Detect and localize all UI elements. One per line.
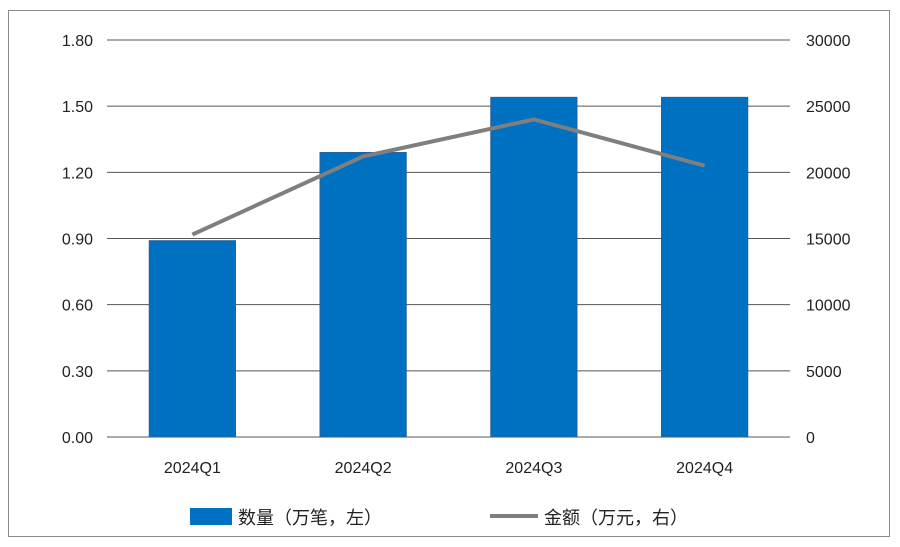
legend: 数量（万笔，左） 金额（万元，右） [190, 508, 688, 529]
x-tick-label: 2024Q4 [676, 460, 733, 477]
line-path [191, 117, 706, 237]
x-tick-label: 2024Q2 [335, 460, 392, 477]
left-tick-label: 0.90 [62, 232, 93, 249]
bar [661, 96, 749, 438]
bar [148, 240, 236, 438]
left-tick-label: 0.00 [62, 430, 93, 447]
bar [319, 151, 407, 438]
right-tick-label: 5000 [806, 364, 842, 381]
legend-bar-swatch [190, 508, 232, 525]
right-tick-label: 0 [806, 430, 815, 447]
bar [490, 96, 578, 438]
left-tick-label: 1.80 [62, 33, 93, 50]
right-tick-label: 20000 [806, 165, 851, 182]
left-tick-label: 0.30 [62, 364, 93, 381]
left-tick-label: 1.20 [62, 165, 93, 182]
right-axis-ticks: 0 5000 10000 15000 20000 25000 30000 [806, 33, 851, 447]
legend-bar-label: 数量（万笔，左） [238, 508, 382, 529]
right-tick-label: 15000 [806, 232, 851, 249]
right-tick-label: 30000 [806, 33, 851, 50]
right-tick-label: 10000 [806, 298, 851, 315]
x-axis-ticks: 2024Q1 2024Q2 2024Q3 2024Q4 [164, 460, 733, 477]
left-axis-ticks: 0.00 0.30 0.60 0.90 1.20 1.50 1.80 [62, 33, 93, 447]
legend-line-label: 金额（万元，右） [544, 508, 688, 529]
x-tick-label: 2024Q3 [505, 460, 562, 477]
line-series [191, 117, 706, 237]
left-tick-label: 1.50 [62, 99, 93, 116]
left-tick-label: 0.60 [62, 298, 93, 315]
bar-series [148, 96, 749, 438]
x-tick-label: 2024Q1 [164, 460, 221, 477]
right-tick-label: 25000 [806, 99, 851, 116]
